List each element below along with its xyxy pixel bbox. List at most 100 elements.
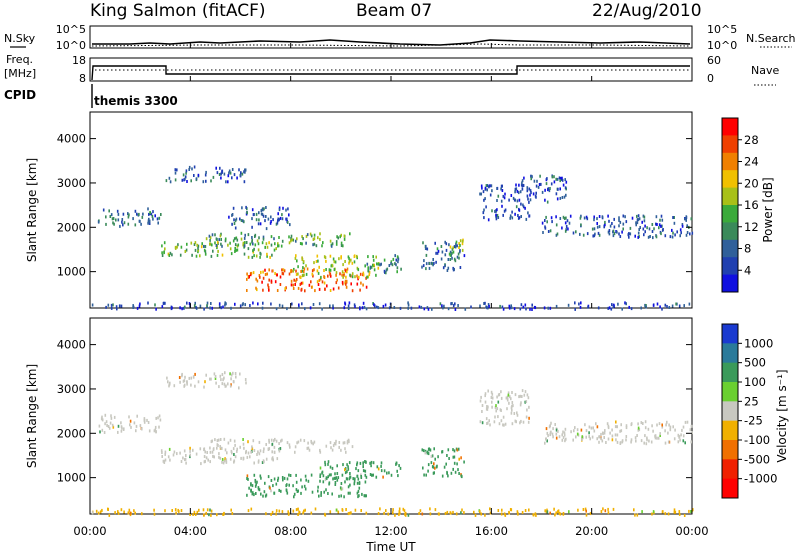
velocity-echo-cell bbox=[510, 406, 513, 410]
power-echo-cell bbox=[210, 179, 212, 183]
power-echo-cell bbox=[296, 237, 298, 241]
power-echo-cell bbox=[339, 235, 341, 239]
velocity-echo-cell bbox=[514, 393, 517, 397]
power-echo-cell bbox=[433, 261, 435, 265]
velocity-echo-cell bbox=[431, 465, 434, 469]
power-echo-cell bbox=[480, 192, 482, 196]
velocity-echo-cell bbox=[219, 374, 222, 378]
power-echo-cell bbox=[316, 280, 319, 284]
power-echo-cell bbox=[274, 280, 277, 284]
power-echo-cell bbox=[168, 254, 171, 257]
power-echo-cell bbox=[516, 199, 519, 203]
power-echo-cell bbox=[246, 211, 248, 215]
velocity-echo-cell bbox=[360, 509, 362, 512]
velocity-echo-cell bbox=[234, 455, 237, 459]
power-echo-cell bbox=[356, 254, 358, 258]
freq-unit-label: [MHz] bbox=[4, 67, 36, 80]
velocity-echo-cell bbox=[230, 373, 233, 377]
power-colorbar-swatch bbox=[722, 135, 738, 154]
velocity-echo-cell bbox=[272, 484, 274, 488]
power-echo-cell bbox=[220, 232, 222, 236]
power-echo-cell bbox=[420, 305, 423, 309]
power-echo-cell bbox=[298, 303, 300, 307]
power-echo-cell bbox=[305, 241, 307, 245]
power-echo-cell bbox=[479, 304, 481, 308]
velocity-echo-cell bbox=[281, 510, 284, 514]
power-echo-cell bbox=[637, 231, 640, 235]
power-echo-cell bbox=[683, 304, 685, 308]
power-echo-cell bbox=[316, 269, 319, 273]
velocity-echo-cell bbox=[596, 425, 599, 429]
velocity-echo-cell bbox=[513, 412, 516, 415]
power-colorbar-tick-label: 12 bbox=[744, 220, 759, 234]
power-echo-cell bbox=[630, 307, 633, 311]
velocity-echo-cell bbox=[635, 439, 637, 443]
power-echo-cell bbox=[204, 252, 207, 256]
power-echo-cell bbox=[239, 217, 241, 221]
velocity-echo-cell bbox=[505, 396, 508, 400]
power-echo-cell bbox=[233, 173, 236, 177]
velocity-echo-cell bbox=[211, 450, 214, 454]
power-echo-cell bbox=[272, 218, 274, 222]
velocity-echo-cell bbox=[427, 463, 430, 467]
velocity-echo-cell bbox=[479, 399, 482, 403]
velocity-echo-cell bbox=[506, 395, 509, 399]
power-echo-cell bbox=[572, 231, 575, 235]
power-echo-cell bbox=[368, 273, 371, 277]
power-echo-cell bbox=[210, 254, 213, 258]
power-echo-cell bbox=[318, 287, 321, 291]
power-echo-cell bbox=[394, 254, 396, 258]
velocity-echo-cell bbox=[474, 513, 477, 517]
nsky-trace bbox=[92, 39, 691, 46]
power-echo-cell bbox=[399, 306, 402, 310]
velocity-echo-cell bbox=[661, 510, 664, 514]
power-colorbar-tick-label: 4 bbox=[744, 263, 751, 277]
power-echo-cell bbox=[359, 307, 361, 311]
velocity-echo-cell bbox=[253, 449, 256, 452]
power-echo-cell bbox=[311, 269, 314, 273]
velocity-echo-cell bbox=[561, 438, 564, 442]
velocity-echo-cell bbox=[117, 430, 119, 434]
velocity-echo-cell bbox=[680, 433, 682, 437]
power-echo-cell bbox=[253, 213, 255, 216]
power-echo-cell bbox=[337, 286, 340, 290]
velocity-echo-cell bbox=[486, 405, 488, 408]
velocity-echo-cell bbox=[247, 477, 249, 481]
power-echo-cell bbox=[358, 275, 360, 279]
power-echo-cell bbox=[574, 307, 576, 311]
power-echo-cell bbox=[526, 186, 529, 190]
velocity-echo-cell bbox=[203, 385, 205, 389]
velocity-echo-cell bbox=[588, 435, 590, 439]
power-echo-cell bbox=[277, 244, 279, 248]
power-echo-cell bbox=[306, 267, 309, 271]
power-echo-cell bbox=[246, 272, 248, 276]
velocity-echo-cell bbox=[576, 432, 579, 436]
velocity-echo-cell bbox=[445, 462, 447, 466]
power-echo-cell bbox=[637, 218, 639, 222]
velocity-echo-cell bbox=[433, 471, 435, 475]
power-echo-cell bbox=[673, 216, 675, 219]
velocity-echo-cell bbox=[491, 400, 493, 404]
power-echo-cell bbox=[348, 257, 350, 261]
velocity-echo-cell bbox=[269, 486, 271, 490]
power-echo-cell bbox=[362, 301, 365, 305]
velocity-colorbar-tick-label: -100 bbox=[744, 433, 770, 447]
velocity-echo-cell bbox=[651, 424, 653, 428]
velocity-echo-cell bbox=[527, 420, 530, 424]
velocity-echo-cell bbox=[334, 472, 336, 476]
velocity-echo-cell bbox=[303, 509, 305, 513]
power-echo-cell bbox=[461, 242, 464, 246]
power-echo-cell bbox=[514, 212, 516, 216]
velocity-echo-cell bbox=[127, 511, 130, 515]
velocity-echo-cell bbox=[357, 477, 360, 481]
velocity-echo-cell bbox=[611, 434, 614, 438]
velocity-echo-cell bbox=[495, 409, 497, 413]
velocity-echo-cell bbox=[604, 509, 607, 513]
power-echo-cell bbox=[353, 260, 356, 264]
velocity-echo-cell bbox=[354, 477, 356, 481]
power-echo-cell bbox=[266, 272, 268, 276]
power-echo-cell bbox=[642, 227, 645, 231]
power-echo-cell bbox=[686, 231, 689, 234]
power-echo-cell bbox=[328, 270, 331, 274]
power-echo-cell bbox=[439, 302, 442, 306]
